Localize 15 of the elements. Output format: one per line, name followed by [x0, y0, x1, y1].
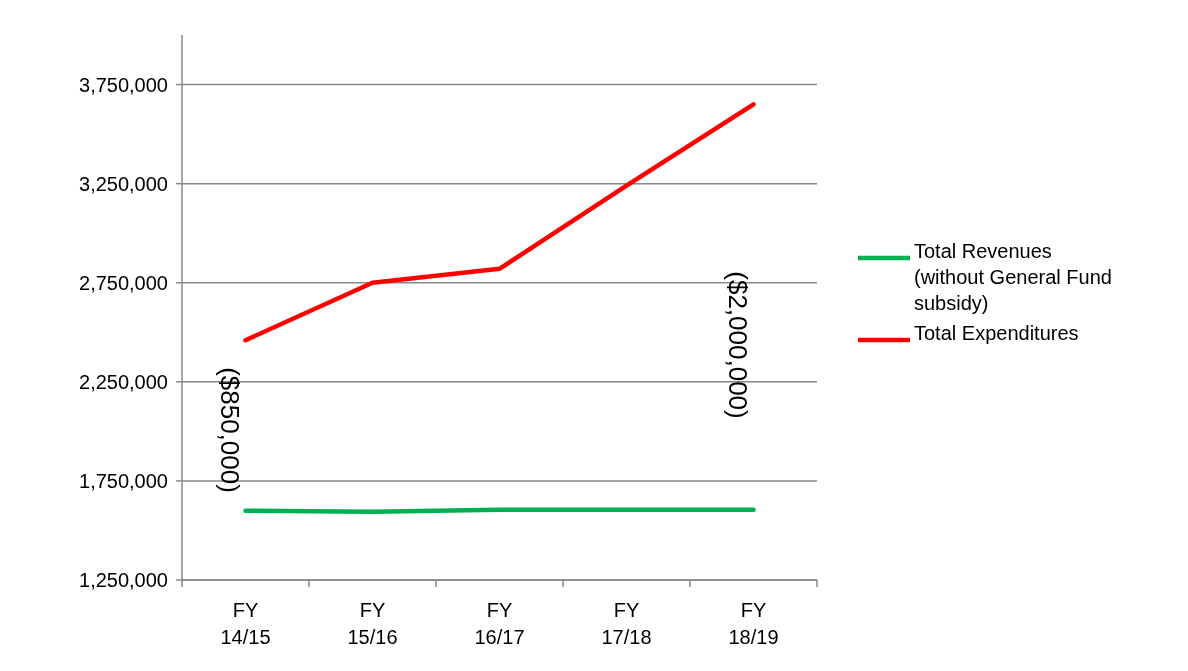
- x-tick-label: FY 14/15: [220, 599, 271, 648]
- annotation: ($850,000): [215, 367, 246, 493]
- y-tick-label: 3,750,000: [79, 73, 168, 96]
- y-tick-label: 1,250,000: [79, 569, 168, 591]
- y-tick-label: 1,750,000: [79, 469, 168, 492]
- legend-label: Total Revenues (without General Fund subsidy): [914, 240, 1112, 314]
- y-tick-label: 2,250,000: [79, 370, 168, 393]
- x-tick-label: FY 18/19: [728, 599, 779, 648]
- x-tick-label: FY 17/18: [601, 599, 652, 648]
- x-tick-label: FY 15/16: [347, 599, 398, 648]
- annotation: ($2,000,000): [723, 271, 754, 419]
- x-tick-label: FY 16/17: [474, 599, 525, 648]
- y-tick-label: 2,750,000: [79, 271, 168, 294]
- y-tick-label: 3,250,000: [79, 172, 168, 195]
- legend-label: Total Expenditures: [914, 322, 1079, 344]
